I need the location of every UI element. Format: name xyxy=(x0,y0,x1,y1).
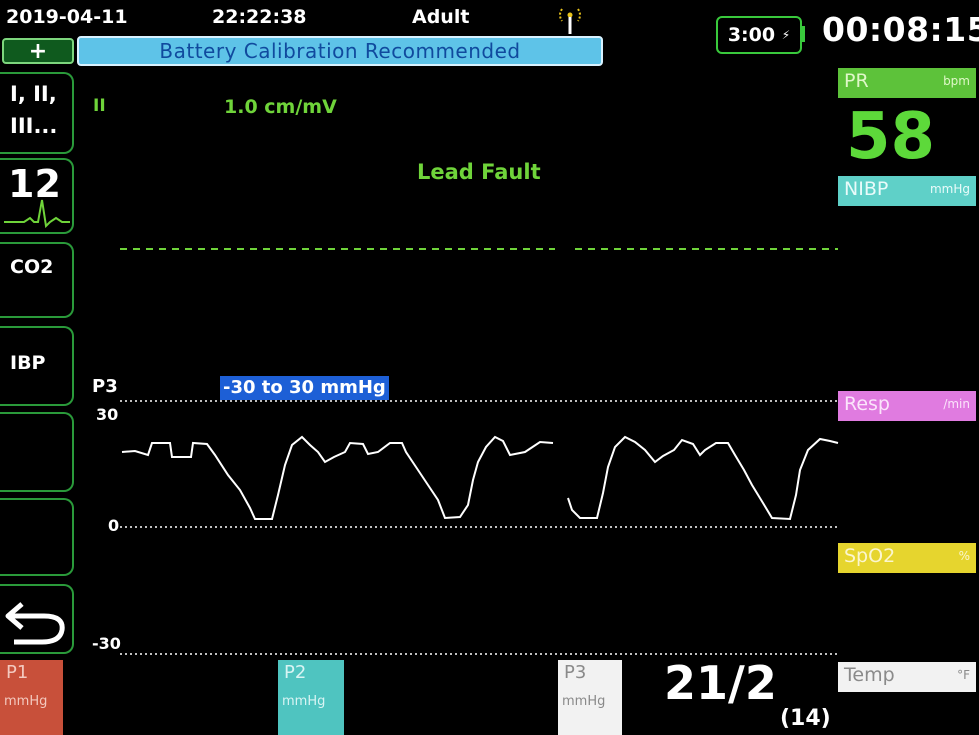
p1-unit: mmHg xyxy=(4,694,48,709)
battery-calibration-banner: Battery Calibration Recommended xyxy=(77,36,603,66)
battery-time: 3:00 xyxy=(727,24,776,46)
temp-unit: °F xyxy=(957,668,970,682)
charging-icon: ⚡ xyxy=(781,28,791,42)
twelve-lead-label: 12 xyxy=(8,162,61,206)
nibp-panel[interactable]: NIBP mmHg xyxy=(838,176,976,206)
resp-name: Resp xyxy=(844,393,890,415)
patient-mode: Adult xyxy=(412,6,470,28)
p3-pressure-value: 21/2 xyxy=(664,656,777,710)
temp-panel[interactable]: Temp °F xyxy=(838,662,976,692)
spo2-panel[interactable]: SpO2 % xyxy=(838,543,976,573)
leads-button[interactable]: I, II, III... xyxy=(0,72,74,154)
leads-label-2: III... xyxy=(10,114,58,138)
resp-unit: /min xyxy=(943,397,970,411)
twelve-lead-button[interactable]: 12 xyxy=(0,158,74,234)
resp-panel[interactable]: Resp /min xyxy=(838,391,976,421)
pr-name: PR xyxy=(844,70,869,92)
pr-panel[interactable]: PR bpm xyxy=(838,68,976,98)
p2-unit: mmHg xyxy=(282,694,326,709)
elapsed-timer: 00:08:15 xyxy=(822,10,979,49)
scale-zero-value: 0 xyxy=(108,516,120,535)
scale-bottom-value: -30 xyxy=(92,634,121,653)
battery-indicator: 3:00 ⚡ xyxy=(716,16,802,54)
temp-name: Temp xyxy=(844,664,895,686)
pressure-waveform-2 xyxy=(567,435,839,521)
p1-tile[interactable]: P1 mmHg xyxy=(0,660,63,735)
p3-mean-value: (14) xyxy=(780,706,831,731)
ecg-gain-label: 1.0 cm/mV xyxy=(224,96,337,118)
p2-tile[interactable]: P2 mmHg xyxy=(278,660,344,735)
back-arrow-icon xyxy=(5,602,65,645)
wireless-antenna-icon xyxy=(559,8,581,34)
p3-tile[interactable]: P3 mmHg xyxy=(558,660,622,735)
p2-name: P2 xyxy=(284,662,307,683)
co2-label: CO2 xyxy=(10,256,54,278)
ibp-label: IBP xyxy=(10,352,46,374)
empty-softkey-2[interactable] xyxy=(0,498,74,576)
co2-button[interactable]: CO2 xyxy=(0,242,74,318)
clock-time: 22:22:38 xyxy=(212,6,307,28)
pressure-scale-range[interactable]: -30 to 30 mmHg xyxy=(220,376,389,400)
pr-value: 58 xyxy=(846,100,936,174)
p3-name: P3 xyxy=(564,662,587,683)
ecg-waveform-icon xyxy=(4,199,70,228)
scale-top-value: 30 xyxy=(96,405,119,424)
pressure-waveform xyxy=(121,435,554,520)
empty-softkey-1[interactable] xyxy=(0,412,74,492)
p1-name: P1 xyxy=(6,662,29,683)
pressure-channel-label: P3 xyxy=(92,376,118,397)
date-text: 2019-04-11 xyxy=(6,6,128,28)
ecg-lead-label: II xyxy=(93,96,106,116)
back-button[interactable] xyxy=(0,584,74,654)
spo2-name: SpO2 xyxy=(844,545,896,567)
ibp-button[interactable]: IBP xyxy=(0,326,74,406)
p3-unit: mmHg xyxy=(562,694,606,709)
battery-tip-icon xyxy=(801,26,805,42)
pr-unit: bpm xyxy=(943,74,970,88)
lead-fault-message: Lead Fault xyxy=(417,160,541,184)
leads-label-1: I, II, xyxy=(10,82,57,106)
add-button[interactable]: + xyxy=(2,38,74,64)
spo2-unit: % xyxy=(958,549,970,563)
nibp-name: NIBP xyxy=(844,178,889,200)
nibp-unit: mmHg xyxy=(929,182,970,196)
